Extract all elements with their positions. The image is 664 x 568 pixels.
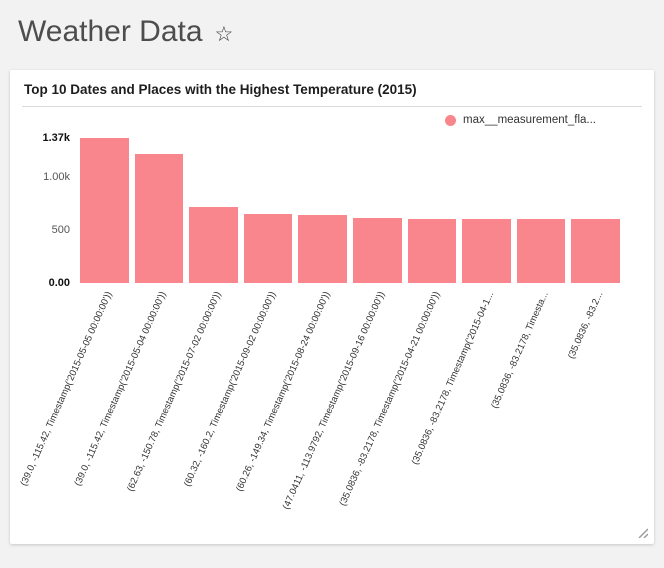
x-axis-tick-label: (60.26, -149.34, Timestamp('2015-08-24 0… (234, 290, 333, 494)
bar-chart: 1.37k 1.00k 500 0.00 (39.0, -115.42, Timest… (10, 132, 654, 544)
chart-title: Top 10 Dates and Places with the Highest… (24, 82, 417, 97)
x-axis-tick-label: (47.0411, -113.9792, Timestamp('2015-09-… (280, 290, 388, 512)
x-axis-tick-label: (35.0836, -83.2178, Timesta... (489, 290, 552, 411)
legend-label: max__measurement_fla... (463, 114, 596, 126)
bars-area (80, 138, 620, 283)
chart-legend[interactable]: max__measurement_fla... (445, 114, 596, 126)
x-axis-tick-label: (35.0836, -83.2... (566, 290, 606, 361)
bar[interactable] (134, 153, 184, 283)
card-divider (22, 106, 642, 107)
x-axis-tick-label: (35.0836, -83.2178, Timestamp('2015-04-2… (336, 290, 442, 508)
x-axis-labels: (39.0, -115.42, Timestamp('2015-05-05 00… (18, 288, 620, 544)
bar[interactable] (462, 219, 511, 283)
y-axis-tick-label: 0.00 (48, 277, 70, 289)
x-axis-tick-label: (60.32, -160.2, Timestamp('2015-09-02 00… (181, 290, 279, 489)
y-axis-tick-label: 500 (51, 224, 70, 237)
chart-card: Top 10 Dates and Places with the Highest… (10, 70, 654, 544)
bar[interactable] (571, 219, 620, 283)
bar[interactable] (352, 218, 402, 283)
x-axis-tick-label: (62.63, -150.78, Timestamp('2015-07-02 0… (125, 290, 224, 494)
bar[interactable] (298, 214, 347, 283)
page-title: Weather Data (18, 15, 203, 48)
favorite-star-icon[interactable]: ☆ (214, 22, 234, 46)
page-header: Weather Data ☆ (0, 0, 664, 50)
bar[interactable] (189, 206, 238, 283)
x-axis-tick-label: (39.0, -115.42, Timestamp('2015-05-04 00… (72, 290, 169, 488)
legend-marker-icon (445, 114, 457, 126)
resize-handle-icon[interactable] (636, 526, 648, 538)
bar[interactable] (407, 218, 457, 283)
y-axis-tick-label: 1.37k (42, 132, 70, 144)
x-axis-tick-label: (39.0, -115.42, Timestamp('2015-05-05 00… (18, 290, 115, 488)
bar[interactable] (516, 219, 566, 283)
y-axis-tick-label: 1.00k (43, 171, 70, 184)
y-axis: 1.37k 1.00k 500 0.00 (10, 132, 74, 289)
bar[interactable] (80, 138, 129, 283)
bar[interactable] (243, 214, 293, 283)
